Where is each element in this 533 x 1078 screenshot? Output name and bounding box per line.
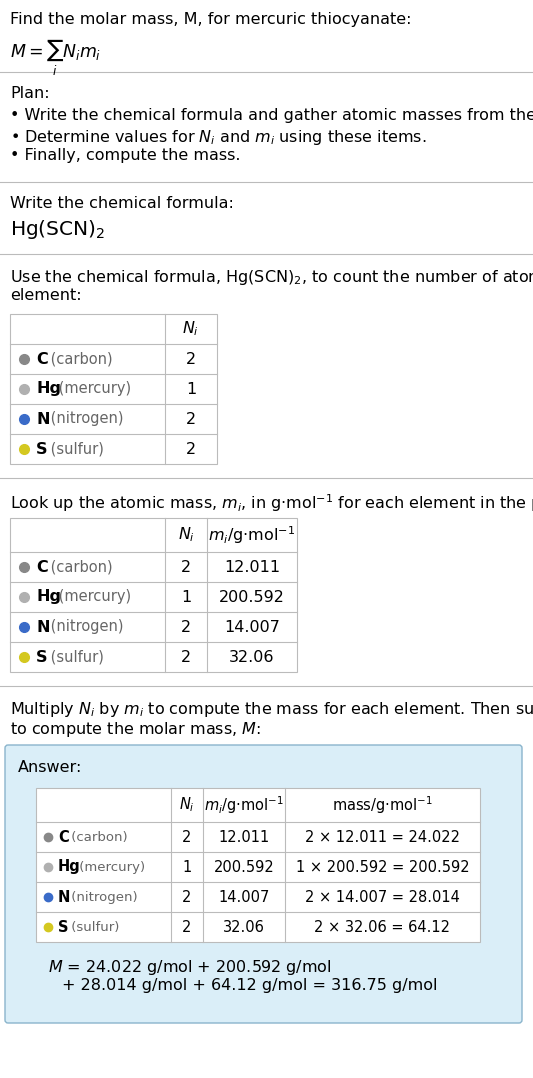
Text: 2 × 12.011 = 24.022: 2 × 12.011 = 24.022 <box>305 829 460 844</box>
Text: 32.06: 32.06 <box>223 920 265 935</box>
Text: • Write the chemical formula and gather atomic masses from the periodic table.: • Write the chemical formula and gather … <box>10 108 533 123</box>
Text: Use the chemical formula, Hg(SCN)$_2$, to count the number of atoms, $N_i$, for : Use the chemical formula, Hg(SCN)$_2$, t… <box>10 268 533 287</box>
Text: 2 × 32.06 = 64.12: 2 × 32.06 = 64.12 <box>314 920 450 935</box>
Text: (mercury): (mercury) <box>54 382 131 397</box>
Text: (nitrogen): (nitrogen) <box>46 412 124 427</box>
Text: N: N <box>58 889 70 904</box>
Text: 2: 2 <box>181 620 191 635</box>
Text: Write the chemical formula:: Write the chemical formula: <box>10 196 234 211</box>
Text: $m_i$/g·mol$^{-1}$: $m_i$/g·mol$^{-1}$ <box>204 794 284 816</box>
Text: 2: 2 <box>186 351 196 367</box>
Text: 32.06: 32.06 <box>229 650 274 664</box>
Text: C: C <box>36 559 48 575</box>
Text: 1: 1 <box>186 382 196 397</box>
Text: C: C <box>58 829 69 844</box>
Text: $M$ = 24.022 g/mol + 200.592 g/mol: $M$ = 24.022 g/mol + 200.592 g/mol <box>48 958 332 977</box>
Text: 2: 2 <box>186 442 196 456</box>
Text: Multiply $N_i$ by $m_i$ to compute the mass for each element. Then sum those val: Multiply $N_i$ by $m_i$ to compute the m… <box>10 700 533 719</box>
Text: S: S <box>58 920 69 935</box>
Text: S: S <box>36 442 47 456</box>
Text: 2: 2 <box>181 650 191 664</box>
Text: (carbon): (carbon) <box>46 351 112 367</box>
Text: 2: 2 <box>186 412 196 427</box>
Text: + 28.014 g/mol + 64.12 g/mol = 316.75 g/mol: + 28.014 g/mol + 64.12 g/mol = 316.75 g/… <box>62 978 438 993</box>
Text: mass/g·mol$^{-1}$: mass/g·mol$^{-1}$ <box>332 794 433 816</box>
Text: Look up the atomic mass, $m_i$, in g·mol$^{-1}$ for each element in the periodic: Look up the atomic mass, $m_i$, in g·mol… <box>10 492 533 514</box>
Text: N: N <box>36 620 50 635</box>
Text: Hg: Hg <box>58 859 81 874</box>
Text: • Finally, compute the mass.: • Finally, compute the mass. <box>10 148 240 163</box>
Text: $M = \sum_i N_i m_i$: $M = \sum_i N_i m_i$ <box>10 38 101 78</box>
Text: 200.592: 200.592 <box>214 859 274 874</box>
FancyBboxPatch shape <box>5 745 522 1023</box>
Text: $\mathrm{Hg(SCN)}_2$: $\mathrm{Hg(SCN)}_2$ <box>10 218 105 241</box>
Text: (sulfur): (sulfur) <box>46 442 104 456</box>
Text: Hg: Hg <box>36 382 61 397</box>
Text: 2: 2 <box>182 889 192 904</box>
Text: to compute the molar mass, $M$:: to compute the molar mass, $M$: <box>10 720 261 740</box>
Text: N: N <box>36 412 50 427</box>
Text: (carbon): (carbon) <box>67 830 127 843</box>
Bar <box>10 519 297 672</box>
Text: 200.592: 200.592 <box>219 590 285 605</box>
Text: (nitrogen): (nitrogen) <box>67 890 138 903</box>
Text: 1: 1 <box>181 590 191 605</box>
Text: 1 × 200.592 = 200.592: 1 × 200.592 = 200.592 <box>296 859 470 874</box>
Text: 2: 2 <box>182 920 192 935</box>
Text: $N_i$: $N_i$ <box>182 320 199 338</box>
Text: 12.011: 12.011 <box>219 829 270 844</box>
Text: Find the molar mass, M, for mercuric thiocyanate:: Find the molar mass, M, for mercuric thi… <box>10 12 411 27</box>
Bar <box>10 314 217 464</box>
Text: 2 × 14.007 = 28.014: 2 × 14.007 = 28.014 <box>305 889 460 904</box>
Text: (mercury): (mercury) <box>75 860 145 873</box>
Text: 14.007: 14.007 <box>219 889 270 904</box>
Text: 1: 1 <box>182 859 192 874</box>
Text: Plan:: Plan: <box>10 86 50 101</box>
Text: 12.011: 12.011 <box>224 559 280 575</box>
Text: Answer:: Answer: <box>18 760 83 775</box>
Text: (carbon): (carbon) <box>46 559 112 575</box>
Text: $m_i$/g·mol$^{-1}$: $m_i$/g·mol$^{-1}$ <box>208 524 296 545</box>
Bar <box>36 788 480 942</box>
Text: (sulfur): (sulfur) <box>67 921 119 934</box>
Text: C: C <box>36 351 48 367</box>
Text: $N_i$: $N_i$ <box>179 796 195 814</box>
Text: element:: element: <box>10 288 82 303</box>
Text: S: S <box>36 650 47 664</box>
Text: (nitrogen): (nitrogen) <box>46 620 124 635</box>
Text: Hg: Hg <box>36 590 61 605</box>
Text: • Determine values for $N_i$ and $m_i$ using these items.: • Determine values for $N_i$ and $m_i$ u… <box>10 128 426 147</box>
Text: $N_i$: $N_i$ <box>177 526 195 544</box>
Text: 2: 2 <box>182 829 192 844</box>
Text: 2: 2 <box>181 559 191 575</box>
Text: (mercury): (mercury) <box>54 590 131 605</box>
Text: 14.007: 14.007 <box>224 620 280 635</box>
Text: (sulfur): (sulfur) <box>46 650 104 664</box>
